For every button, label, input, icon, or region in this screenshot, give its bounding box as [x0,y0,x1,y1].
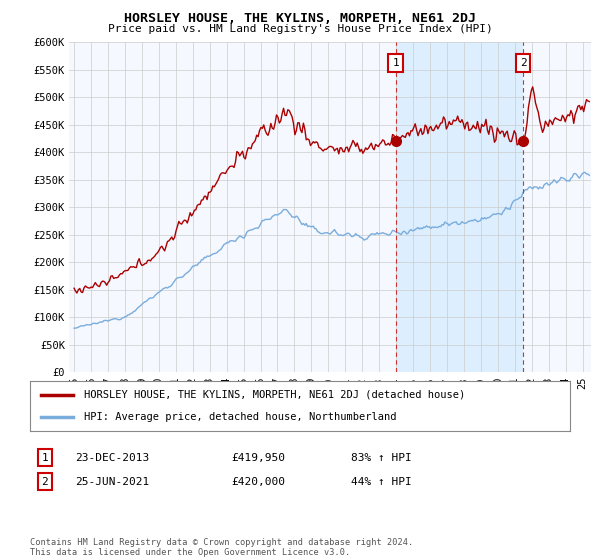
Text: £419,950: £419,950 [231,452,285,463]
Text: Price paid vs. HM Land Registry's House Price Index (HPI): Price paid vs. HM Land Registry's House … [107,24,493,34]
Text: 1: 1 [41,452,49,463]
Text: 44% ↑ HPI: 44% ↑ HPI [351,477,412,487]
Text: HORSLEY HOUSE, THE KYLINS, MORPETH, NE61 2DJ: HORSLEY HOUSE, THE KYLINS, MORPETH, NE61… [124,12,476,25]
Text: 2: 2 [41,477,49,487]
Text: 1: 1 [392,58,399,68]
Text: 83% ↑ HPI: 83% ↑ HPI [351,452,412,463]
Bar [395,42,523,372]
Text: Contains HM Land Registry data © Crown copyright and database right 2024.
This d: Contains HM Land Registry data © Crown c… [30,538,413,557]
Text: 23-DEC-2013: 23-DEC-2013 [75,452,149,463]
Text: HPI: Average price, detached house, Northumberland: HPI: Average price, detached house, Nort… [84,412,397,422]
Text: 2: 2 [520,58,526,68]
Text: 25-JUN-2021: 25-JUN-2021 [75,477,149,487]
Text: HORSLEY HOUSE, THE KYLINS, MORPETH, NE61 2DJ (detached house): HORSLEY HOUSE, THE KYLINS, MORPETH, NE61… [84,390,465,400]
Text: £420,000: £420,000 [231,477,285,487]
